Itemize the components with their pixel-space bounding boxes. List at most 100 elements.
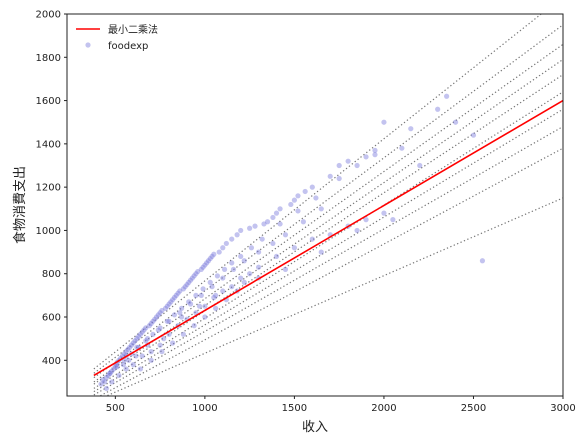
y-tick-label: 600 xyxy=(42,313,61,324)
data-point xyxy=(309,184,315,190)
data-point xyxy=(130,362,136,368)
x-tick-label: 2000 xyxy=(371,403,396,414)
data-point xyxy=(452,119,459,125)
quantile-line-1 xyxy=(104,197,563,396)
quantile-line-9 xyxy=(93,24,563,374)
data-point xyxy=(191,273,197,279)
data-point xyxy=(159,307,165,314)
y-tick-label: 1800 xyxy=(36,53,61,64)
data-point xyxy=(207,255,213,262)
data-point xyxy=(159,349,165,355)
data-point xyxy=(363,154,369,160)
data-point xyxy=(141,327,147,333)
data-point xyxy=(345,158,351,164)
data-point xyxy=(354,227,360,234)
data-point xyxy=(157,342,163,348)
data-point xyxy=(255,264,262,270)
data-point xyxy=(354,162,360,169)
data-point xyxy=(261,221,267,227)
data-point xyxy=(102,379,108,385)
data-point xyxy=(105,372,111,379)
data-point xyxy=(238,253,244,260)
data-point xyxy=(381,119,387,125)
data-point xyxy=(164,303,170,309)
data-point xyxy=(408,126,414,132)
data-point xyxy=(204,260,210,266)
data-point xyxy=(126,357,132,363)
data-point xyxy=(125,346,131,353)
data-point xyxy=(173,292,179,298)
data-point xyxy=(136,333,142,340)
data-point xyxy=(130,340,136,346)
plot-area xyxy=(67,14,563,396)
data-point xyxy=(137,331,144,337)
data-point xyxy=(107,370,113,376)
data-point xyxy=(143,338,149,344)
legend-scatter-label: foodexp xyxy=(108,41,148,52)
data-point xyxy=(270,214,276,221)
data-point xyxy=(144,336,151,342)
data-point xyxy=(139,353,145,359)
data-point xyxy=(150,318,156,324)
data-point xyxy=(273,253,280,260)
data-point xyxy=(121,351,127,357)
y-axis-label: 食物消費支出 xyxy=(12,166,28,244)
data-point xyxy=(155,312,161,318)
data-point xyxy=(336,162,342,169)
legend-scatter-swatch xyxy=(85,42,91,48)
data-point xyxy=(247,225,253,231)
data-point xyxy=(191,323,197,329)
data-point xyxy=(213,305,219,311)
data-point xyxy=(148,320,154,327)
data-point xyxy=(220,288,226,294)
data-point xyxy=(148,349,154,355)
data-point xyxy=(207,279,213,285)
data-point xyxy=(180,286,186,292)
data-point xyxy=(295,193,301,199)
plot-frame xyxy=(66,13,564,397)
data-point xyxy=(98,381,104,387)
data-point xyxy=(171,294,178,301)
data-point xyxy=(399,145,405,151)
data-point xyxy=(255,249,262,255)
data-point xyxy=(234,232,240,238)
data-point xyxy=(202,262,208,268)
data-point xyxy=(164,318,170,324)
data-point xyxy=(205,258,212,264)
data-point xyxy=(103,385,109,392)
data-point xyxy=(229,260,235,266)
data-point xyxy=(200,264,206,270)
data-point xyxy=(213,292,219,298)
data-point xyxy=(170,340,176,346)
data-point xyxy=(214,273,221,279)
data-point xyxy=(180,331,186,337)
data-point xyxy=(100,377,106,383)
legend-ols-label: 最小二乘法 xyxy=(108,23,158,36)
data-point xyxy=(187,277,194,283)
data-point xyxy=(123,349,129,355)
data-point xyxy=(139,329,145,335)
data-point xyxy=(150,331,156,337)
data-point xyxy=(309,236,315,242)
data-point xyxy=(198,292,204,298)
data-point xyxy=(109,368,115,374)
data-point xyxy=(200,286,206,292)
data-point xyxy=(220,245,226,251)
data-point xyxy=(187,301,194,307)
data-point xyxy=(479,258,486,264)
data-point xyxy=(302,188,308,195)
data-point xyxy=(146,323,152,329)
data-point xyxy=(223,240,229,247)
x-axis-label: 收入 xyxy=(302,420,328,435)
data-point xyxy=(241,258,247,264)
data-point xyxy=(282,266,289,272)
data-point xyxy=(112,364,118,370)
x-axis-ticks: 500 1000 1500 2000 2500 3000 xyxy=(106,396,576,414)
y-tick-label: 800 xyxy=(42,269,61,280)
data-point xyxy=(186,279,192,285)
data-point xyxy=(175,290,181,296)
data-point xyxy=(166,318,172,324)
data-point xyxy=(435,106,441,112)
data-point xyxy=(114,364,120,370)
